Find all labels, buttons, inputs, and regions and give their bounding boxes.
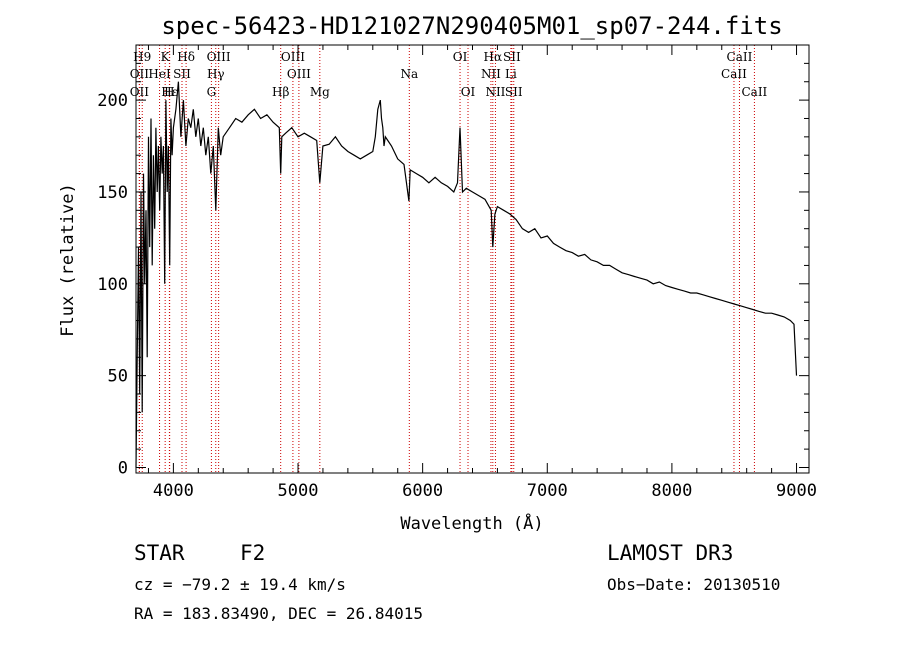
series-line-flux — [135, 81, 798, 468]
spectral-line-label-9: OIII — [207, 50, 231, 64]
spectral-line-label-14: OIII — [287, 67, 311, 81]
chart-title: spec-56423-HD121027N290405M01_sp07-244.f… — [161, 12, 782, 40]
y-axis-ticks: 0 50 100 150 200 — [97, 62, 809, 478]
spectral-line-label-15: Mg — [310, 85, 330, 99]
y-axis-label: Flux (relative) — [58, 183, 78, 337]
coordinates: RA = 183.83490, DEC = 26.84015 — [134, 604, 423, 623]
spectral-line-label-1: OII — [130, 67, 150, 81]
spectral-line-label-8: Hδ — [177, 50, 195, 64]
x-tick-label-6000: 6000 — [402, 481, 443, 501]
spectral-line-label-6: H — [164, 85, 174, 99]
object-type: STAR — [134, 541, 185, 565]
spectral-line-label-27: CaII — [741, 85, 767, 99]
obs-date: Obs−Date: 20130510 — [607, 575, 780, 594]
plot-frame — [135, 44, 810, 474]
spectral-line-label-11: G — [207, 85, 217, 99]
series-layer — [135, 81, 798, 468]
spectral-line-labels: H9 OII OII K HeI HεH SII Hδ OIII Hγ G Hβ OIII OIII Mg N… — [130, 50, 768, 99]
spectral-line-label-13: OIII — [281, 50, 305, 64]
spectral-line-label-7: SII — [173, 67, 191, 81]
x-tick-label-9000: 9000 — [776, 481, 817, 501]
x-tick-label-7000: 7000 — [527, 481, 568, 501]
spectral-line-label-26: CaII — [721, 67, 747, 81]
y-tick-label-150: 150 — [97, 183, 128, 203]
spectral-line-label-3: K — [161, 50, 171, 64]
spectral-line-label-10: Hγ — [207, 67, 225, 81]
y-tick-label-200: 200 — [97, 91, 128, 111]
redshift: cz = −79.2 ± 19.4 km/s — [134, 575, 346, 594]
spectral-line-label-16: Na — [400, 67, 418, 81]
spectral-line-label-18: OI — [461, 85, 476, 99]
x-tick-label-8000: 8000 — [651, 481, 692, 501]
spectral-line-markers — [138, 45, 755, 473]
spectral-line-label-21: NII — [485, 85, 505, 99]
survey-label: LAMOST DR3 — [607, 541, 733, 565]
spectral-line-label-2: OII — [130, 85, 150, 99]
y-tick-label-100: 100 — [97, 275, 128, 295]
spectral-line-label-24: SII — [505, 85, 523, 99]
spectral-line-label-23: Li — [505, 67, 517, 81]
spectral-line-label-17: OI — [453, 50, 468, 64]
spectral-line-label-0: H9 — [133, 50, 151, 64]
spectral-line-label-4: HeI — [148, 67, 171, 81]
spectral-line-label-12: Hβ — [272, 85, 289, 99]
x-axis-ticks: 4000 5000 6000 7000 8000 9000 — [147, 45, 817, 501]
spectral-line-label-25: CaII — [727, 50, 753, 64]
spectral-line-label-19: Hα — [484, 50, 503, 64]
spectral-line-label-5: Hε — [161, 85, 178, 99]
spectral-line-label-20: NII — [481, 67, 501, 81]
x-tick-label-5000: 5000 — [278, 481, 319, 501]
subclass: F2 — [240, 541, 265, 565]
y-tick-label-0: 0 — [118, 458, 128, 478]
x-tick-label-4000: 4000 — [153, 481, 194, 501]
x-axis-label: Wavelength (Å) — [400, 512, 543, 534]
spectral-line-label-22: SII — [503, 50, 521, 64]
y-tick-label-50: 50 — [108, 367, 128, 387]
